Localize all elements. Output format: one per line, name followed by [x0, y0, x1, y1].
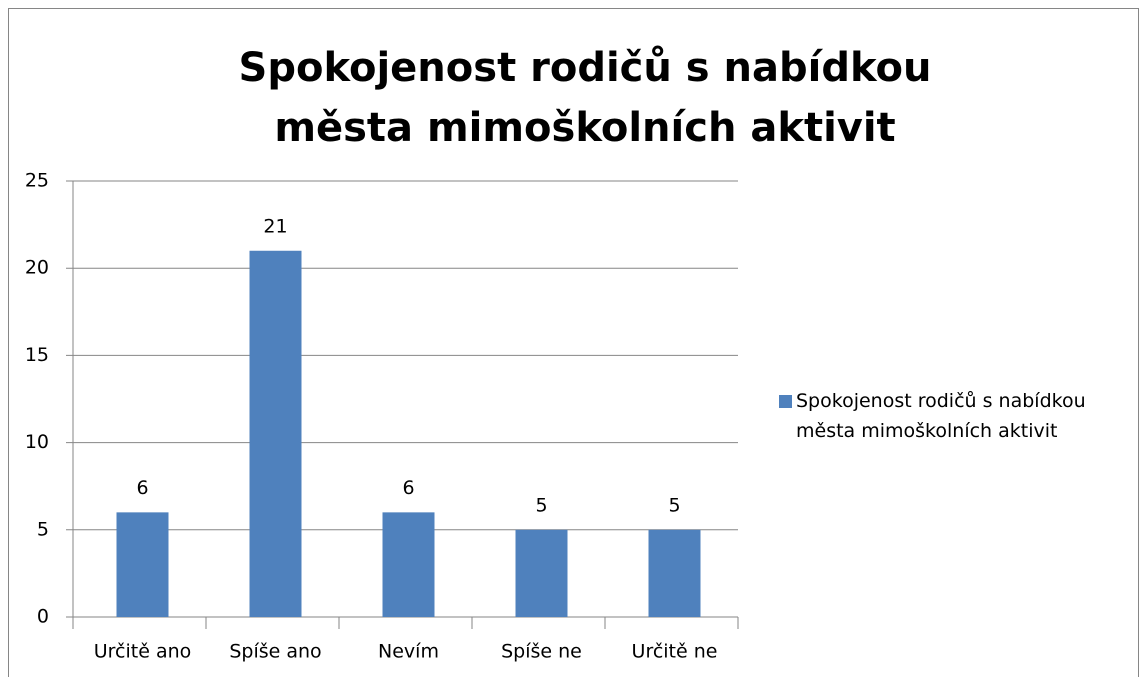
data-label: 5: [668, 494, 680, 516]
x-tick-label: Určitě ano: [94, 641, 192, 663]
bar: [116, 512, 169, 617]
y-tick-label: 10: [25, 431, 49, 453]
x-tick-label: Nevím: [378, 641, 439, 663]
x-tick-label: Určitě ne: [632, 641, 718, 663]
y-tick-label: 15: [25, 344, 49, 366]
legend-swatch: [779, 395, 792, 408]
data-label: 5: [535, 494, 547, 516]
data-label: 6: [136, 477, 148, 499]
bar: [515, 529, 568, 617]
bar: [648, 529, 701, 617]
y-tick-label: 0: [37, 606, 49, 628]
x-tick-label: Spíše ano: [229, 641, 321, 663]
legend-label: Spokojenost rodičů s nabídkou města mimo…: [796, 390, 1086, 442]
data-label: 6: [402, 477, 414, 499]
bar: [249, 250, 302, 617]
y-tick-label: 25: [25, 170, 49, 192]
chart-frame: [8, 8, 1139, 677]
chart-title: Spokojenost rodičů s nabídkou města mimo…: [238, 45, 932, 151]
x-tick-label: Spíše ne: [501, 641, 582, 663]
y-tick-label: 20: [25, 257, 49, 279]
y-tick-label: 5: [37, 518, 49, 540]
bar: [382, 512, 435, 617]
data-label: 21: [263, 215, 287, 237]
